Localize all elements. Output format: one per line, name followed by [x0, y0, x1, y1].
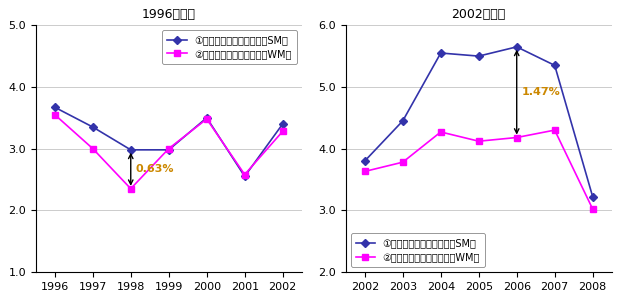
Legend: ①強い外部モニタリング（SM）, ②弱い外部モニタリング（WM）: ①強い外部モニタリング（SM）, ②弱い外部モニタリング（WM）	[162, 30, 297, 64]
Text: 0.63%: 0.63%	[135, 164, 174, 174]
Legend: ①強い外部モニタリング（SM）, ②弱い外部モニタリング（WM）: ①強い外部モニタリング（SM）, ②弱い外部モニタリング（WM）	[351, 233, 485, 267]
Text: 1.47%: 1.47%	[521, 87, 560, 97]
Title: 1996年基準: 1996年基準	[142, 8, 196, 21]
Title: 2002年基準: 2002年基準	[451, 8, 506, 21]
